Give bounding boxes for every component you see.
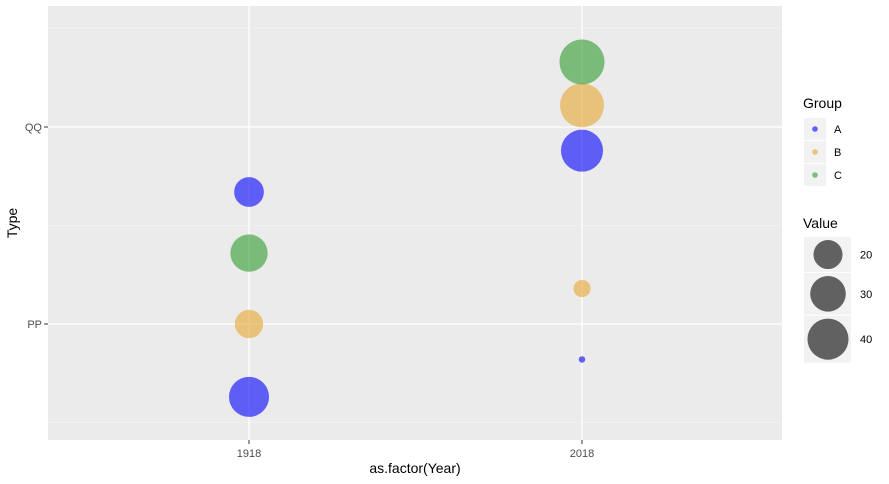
data-point-b-2018	[559, 83, 605, 128]
color-legend-title: Group	[803, 95, 842, 111]
color-legend-label-b: B	[834, 147, 841, 159]
size-legend-swatch-40	[807, 318, 849, 360]
color-legend-label-a: A	[834, 124, 842, 136]
x-axis-title: as.factor(Year)	[369, 460, 460, 476]
data-point-a-1918	[234, 177, 264, 207]
data-point-a-2018	[578, 356, 586, 363]
y-tick-label-qq: QQ	[25, 122, 43, 134]
data-point-c-1918	[230, 234, 268, 272]
data-point-c-2018	[559, 39, 605, 85]
color-legend-swatch-c	[812, 172, 818, 178]
size-legend-swatch-20	[813, 240, 843, 270]
y-axis-title: Type	[4, 208, 20, 239]
size-legend-label-30: 30	[860, 289, 872, 301]
panel-background	[48, 6, 782, 440]
data-point-b-1918	[234, 309, 264, 339]
color-legend-swatch-b	[812, 149, 818, 155]
data-point-a-1918	[228, 376, 270, 417]
y-tick-label-pp: PP	[27, 319, 42, 331]
size-legend-label-40: 40	[860, 334, 872, 346]
axes: 1918 2018 PP QQ	[25, 122, 594, 460]
color-legend-swatch-a	[812, 126, 818, 132]
data-point-a-2018	[560, 129, 604, 172]
color-legend-label-c: C	[834, 170, 842, 182]
color-legend: Group ABC	[803, 95, 842, 186]
data-points	[228, 39, 605, 417]
size-legend-swatch-30	[810, 276, 846, 312]
data-point-b-2018	[573, 279, 591, 298]
size-legend-title: Value	[803, 215, 838, 231]
x-tick-label-2018: 2018	[570, 448, 594, 460]
size-legend: Value 20 30 40	[803, 215, 872, 363]
size-legend-label-20: 20	[860, 250, 872, 262]
x-tick-label-1918: 1918	[237, 448, 261, 460]
